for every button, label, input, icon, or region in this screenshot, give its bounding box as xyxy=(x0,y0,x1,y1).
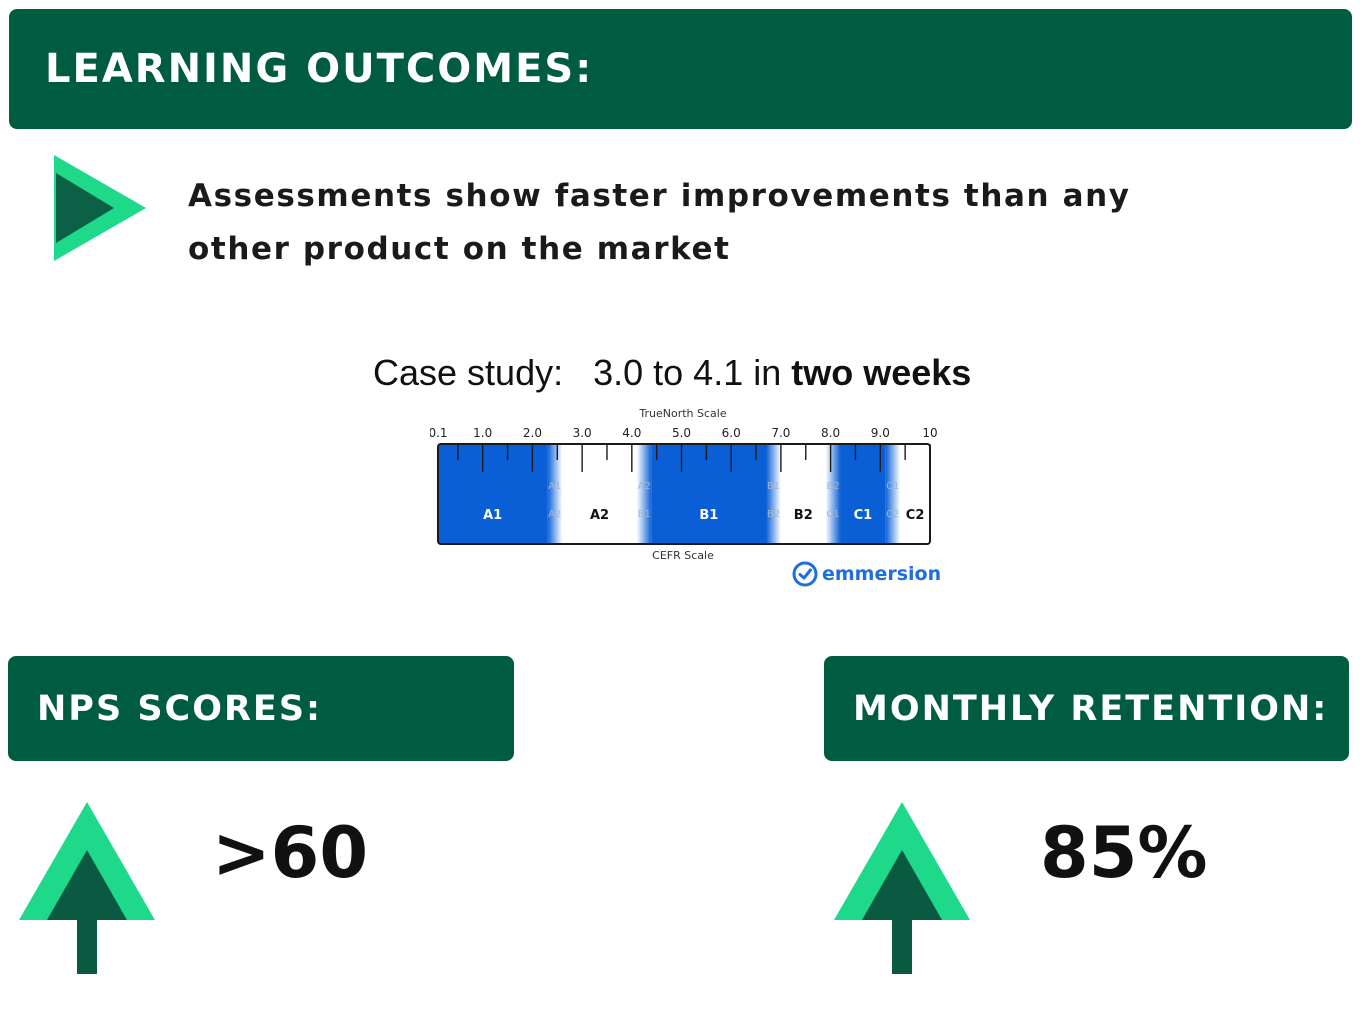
cefr-band-label: B2 xyxy=(794,508,813,523)
cefr-band-label: A2 xyxy=(548,509,561,520)
nps-value: >60 xyxy=(212,812,369,894)
tick-label: 9.0 xyxy=(871,426,890,440)
tick-label: 0.1 xyxy=(430,426,448,440)
tick-label: 4.0 xyxy=(622,426,641,440)
cefr-band xyxy=(651,444,766,544)
case-study-label: Case study: xyxy=(373,352,564,393)
cefr-band xyxy=(780,444,826,544)
truenorth-cefr-scale: TrueNorth Scale 0.1 1.0 2.0 3.0 4.0 5.0 6.0 7.0 8… xyxy=(430,407,938,562)
cefr-band-label: - xyxy=(831,495,835,506)
cefr-band-label: - xyxy=(772,495,776,506)
cefr-band xyxy=(438,444,548,544)
play-arrow-icon xyxy=(54,155,146,261)
cefr-band-label: B1 xyxy=(767,481,780,492)
nps-banner: NPS SCORES: xyxy=(8,656,514,761)
emmersion-brand: emmersion xyxy=(792,560,941,588)
claim-line-2: other product on the market xyxy=(188,231,731,267)
cefr-band-label: B1 xyxy=(699,508,718,523)
scale-outline xyxy=(437,443,931,545)
tick-label: 10 xyxy=(922,426,937,440)
assessment-claim: Assessments show faster improvements tha… xyxy=(188,170,1188,276)
cefr-band xyxy=(636,444,652,544)
retention-heading: MONTHLY RETENTION: xyxy=(853,688,1329,729)
cefr-band xyxy=(885,444,901,544)
cefr-band xyxy=(766,444,781,544)
cefr-band-label: C1 xyxy=(854,508,873,523)
tick-label: 3.0 xyxy=(573,426,592,440)
retention-value: 85% xyxy=(1040,812,1208,894)
emmersion-wordmark: emmersion xyxy=(822,563,942,585)
cefr-band-label: - xyxy=(553,495,557,506)
cefr-band xyxy=(840,444,886,544)
cefr-band-label: A2 xyxy=(590,508,609,523)
tick-label: 5.0 xyxy=(672,426,691,440)
case-study-emphasis: two weeks xyxy=(791,352,972,393)
up-arrow-icon xyxy=(19,802,155,974)
case-study-text: 3.0 to 4.1 in xyxy=(593,352,782,393)
cefr-band-label: B2 xyxy=(767,509,780,520)
cefr-band-label: A1 xyxy=(483,508,502,523)
nps-heading: NPS SCORES: xyxy=(37,688,323,729)
cefr-band xyxy=(547,444,563,544)
cefr-band-label: - xyxy=(642,495,646,506)
learning-outcomes-heading: LEARNING OUTCOMES: xyxy=(45,46,594,92)
cefr-band xyxy=(825,444,841,544)
emmersion-logo-icon xyxy=(792,561,818,587)
retention-banner: MONTHLY RETENTION: xyxy=(824,656,1349,761)
tick-label: 1.0 xyxy=(473,426,492,440)
cefr-band xyxy=(900,444,930,544)
cefr-band-label: C2 xyxy=(906,508,925,523)
cefr-band-label: C2 xyxy=(886,509,899,520)
cefr-band-label: C1 xyxy=(826,509,839,520)
cefr-band xyxy=(562,444,637,544)
claim-line-1: Assessments show faster improvements tha… xyxy=(188,178,1131,214)
truenorth-scale-label: TrueNorth Scale xyxy=(638,407,726,420)
cefr-band-label: B1 xyxy=(638,509,651,520)
case-study-title: Case study: 3.0 to 4.1 in two weeks xyxy=(373,352,1073,394)
cefr-band-label: B2 xyxy=(826,481,839,492)
tick-label: 6.0 xyxy=(722,426,741,440)
cefr-band-label: A2 xyxy=(638,481,651,492)
learning-outcomes-banner: LEARNING OUTCOMES: xyxy=(9,9,1352,129)
tick-label: 8.0 xyxy=(821,426,840,440)
cefr-band-label: C1 xyxy=(886,481,899,492)
up-arrow-icon xyxy=(834,802,970,974)
cefr-band-label: - xyxy=(891,495,895,506)
cefr-scale-label: CEFR Scale xyxy=(652,549,714,562)
cefr-band-label: A1 xyxy=(548,481,561,492)
tick-label: 2.0 xyxy=(523,426,542,440)
tick-label: 7.0 xyxy=(771,426,790,440)
